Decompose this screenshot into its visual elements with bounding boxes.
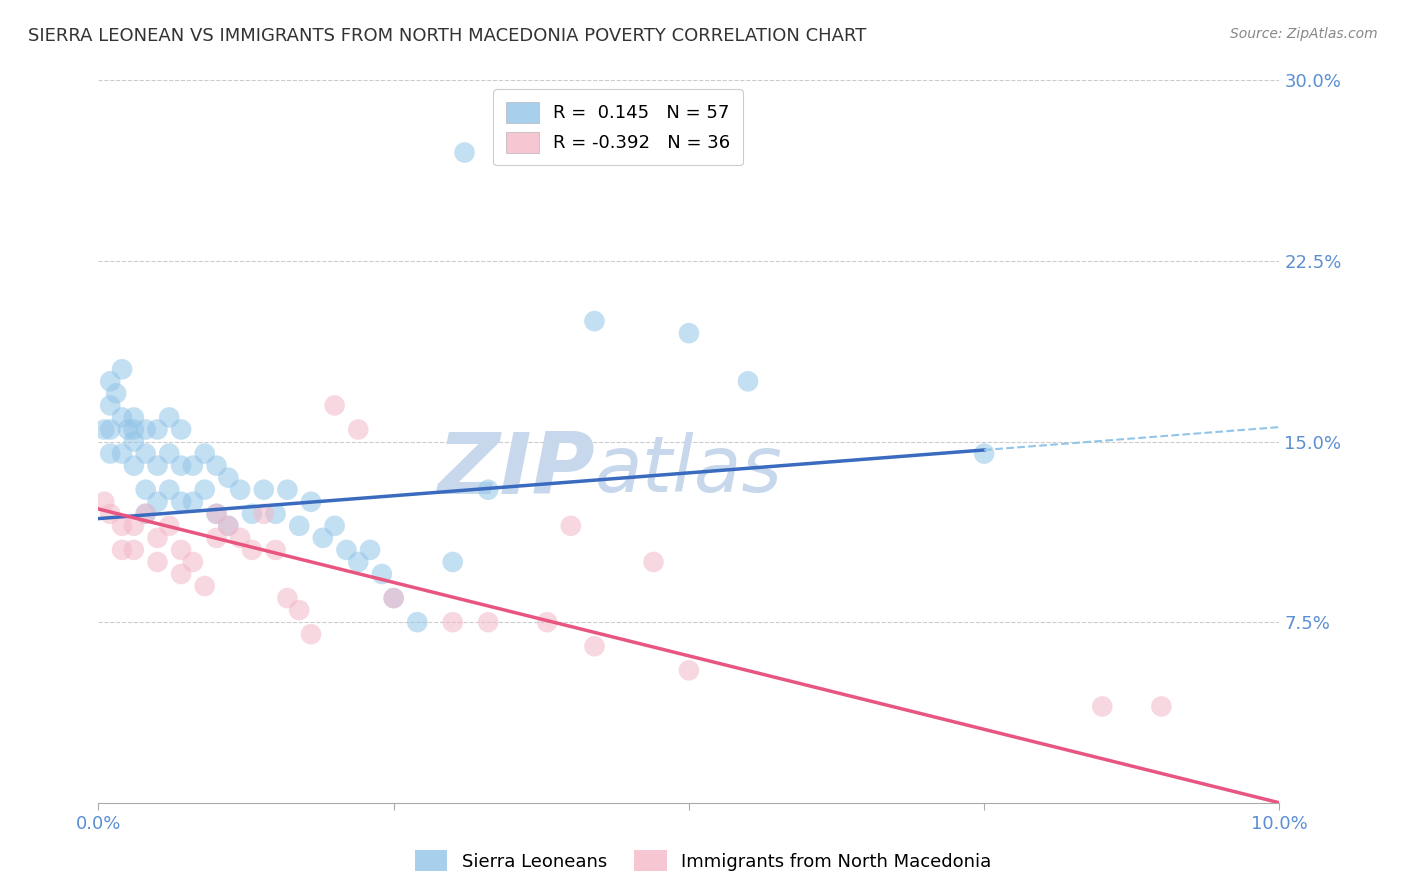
Point (560, 518, 582, 533)
Point (135, 422, 157, 436)
Text: SIERRA LEONEAN VS IMMIGRANTS FROM NORTH MACEDONIA POVERTY CORRELATION CHART: SIERRA LEONEAN VS IMMIGRANTS FROM NORTH … (28, 27, 866, 45)
Point (135, 446, 157, 460)
Text: atlas: atlas (595, 433, 782, 508)
Text: ZIP: ZIP (437, 429, 595, 512)
Point (678, 326, 700, 340)
Point (170, 494, 193, 508)
Point (253, 507, 276, 521)
Point (170, 422, 193, 436)
Point (240, 542, 263, 557)
Point (288, 603, 311, 617)
Point (170, 458, 193, 473)
Point (217, 518, 239, 533)
Point (406, 615, 429, 630)
Point (135, 507, 157, 521)
Point (122, 542, 145, 557)
Point (1091, 699, 1114, 714)
Point (98, 398, 121, 412)
Point (583, 314, 606, 328)
Point (194, 483, 217, 497)
Point (276, 591, 298, 605)
Point (205, 531, 228, 545)
Point (181, 494, 204, 508)
Point (157, 518, 180, 533)
Point (205, 507, 228, 521)
Point (371, 567, 394, 582)
Point (111, 446, 134, 460)
Point (299, 627, 322, 641)
Point (477, 615, 499, 630)
Point (335, 542, 357, 557)
Point (217, 470, 239, 484)
Point (157, 483, 180, 497)
Point (973, 446, 995, 460)
Point (217, 518, 239, 533)
Point (170, 567, 193, 582)
Point (299, 494, 322, 508)
Point (117, 422, 139, 436)
Point (229, 531, 252, 545)
Point (194, 446, 217, 460)
Text: Source: ZipAtlas.com: Source: ZipAtlas.com (1230, 27, 1378, 41)
Point (441, 615, 464, 630)
Point (135, 483, 157, 497)
Point (111, 362, 134, 376)
Point (98, 374, 121, 388)
Legend: R =  0.145   N = 57, R = -0.392   N = 36: R = 0.145 N = 57, R = -0.392 N = 36 (494, 89, 742, 165)
Point (93, 422, 115, 436)
Point (111, 518, 134, 533)
Point (205, 458, 228, 473)
Point (181, 555, 204, 569)
Point (536, 615, 558, 630)
Point (276, 483, 298, 497)
Point (382, 591, 405, 605)
Point (441, 555, 464, 569)
Point (678, 664, 700, 678)
Point (583, 639, 606, 653)
Point (98, 446, 121, 460)
Point (146, 494, 169, 508)
Point (264, 507, 287, 521)
Point (157, 446, 180, 460)
Point (205, 507, 228, 521)
Point (312, 531, 335, 545)
Point (382, 591, 405, 605)
Point (194, 579, 217, 593)
Point (323, 398, 346, 412)
Point (347, 422, 370, 436)
Point (122, 410, 145, 425)
Point (157, 410, 180, 425)
Point (323, 518, 346, 533)
Legend: Sierra Leoneans, Immigrants from North Macedonia: Sierra Leoneans, Immigrants from North M… (408, 843, 998, 879)
Point (122, 458, 145, 473)
Point (264, 542, 287, 557)
Point (146, 422, 169, 436)
Point (229, 483, 252, 497)
Point (98, 507, 121, 521)
Point (477, 483, 499, 497)
Point (122, 518, 145, 533)
Point (359, 542, 381, 557)
Point (122, 434, 145, 449)
Point (111, 410, 134, 425)
Point (105, 386, 128, 401)
Point (737, 374, 759, 388)
Point (111, 542, 134, 557)
Point (135, 507, 157, 521)
Point (643, 555, 665, 569)
Point (93, 494, 115, 508)
Point (98, 422, 121, 436)
Point (288, 518, 311, 533)
Point (146, 531, 169, 545)
Point (1150, 699, 1173, 714)
Point (240, 507, 263, 521)
Point (170, 542, 193, 557)
Point (253, 483, 276, 497)
Point (347, 555, 370, 569)
Point (453, 145, 475, 160)
Point (146, 555, 169, 569)
Point (146, 458, 169, 473)
Point (181, 458, 204, 473)
Point (122, 422, 145, 436)
